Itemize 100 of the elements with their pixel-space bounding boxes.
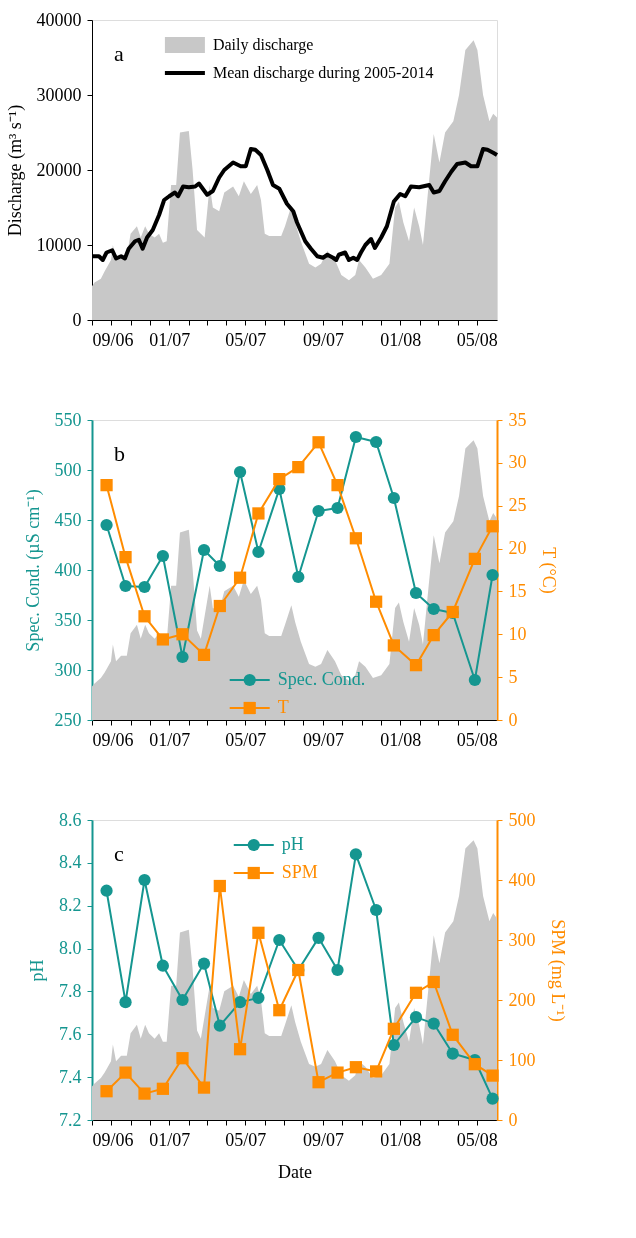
point: [156, 549, 169, 563]
point: [156, 959, 169, 972]
legend-label: T: [277, 697, 289, 717]
point: [370, 903, 383, 917]
point: [387, 1022, 400, 1035]
point: [349, 848, 363, 861]
x-tick-label: 09/07: [302, 329, 344, 350]
point: [213, 879, 226, 893]
point: [197, 957, 211, 970]
point: [273, 933, 286, 947]
point: [252, 991, 265, 1004]
point: [197, 1081, 211, 1094]
point: [446, 1047, 459, 1060]
point: [486, 520, 499, 533]
y-tick-label: 40000: [36, 9, 82, 30]
point: [409, 1011, 423, 1024]
point: [119, 579, 132, 593]
y-tick-label: 300: [54, 659, 82, 680]
point: [486, 1092, 499, 1105]
y-tick-label: 0: [72, 309, 82, 330]
point: [197, 543, 211, 557]
point: [100, 518, 113, 532]
point: [100, 884, 113, 897]
point: [273, 473, 286, 486]
point: [468, 1058, 481, 1071]
y-tick-label: 7.6: [59, 1023, 82, 1044]
point: [486, 568, 499, 582]
y2-axis-title: T (°C): [537, 547, 559, 594]
point: [176, 1052, 189, 1065]
point: [119, 551, 132, 564]
point: [370, 435, 383, 449]
y2-tick-label: 20: [508, 538, 527, 559]
y-tick-label: 8.4: [59, 852, 82, 873]
point: [409, 586, 423, 600]
point: [331, 501, 344, 515]
point: [138, 580, 151, 594]
y-tick-label: 10000: [36, 234, 82, 255]
y2-tick-label: 15: [508, 580, 527, 601]
y-tick-label: 7.8: [59, 980, 82, 1001]
y2-tick-label: 500: [508, 809, 536, 830]
point: [176, 650, 189, 664]
y-tick-label: 8.2: [59, 895, 82, 916]
point: [138, 873, 151, 887]
x-tick-label: 01/07: [149, 1129, 191, 1150]
x-tick-label: 01/07: [149, 729, 191, 750]
y-tick-label: 350: [54, 609, 82, 630]
point: [156, 633, 169, 646]
y2-tick-label: 5: [508, 666, 518, 687]
y-tick-label: 7.4: [59, 1066, 82, 1087]
point: [312, 504, 325, 518]
point: [446, 1028, 459, 1041]
point: [252, 507, 265, 520]
point: [331, 1066, 344, 1079]
x-tick-label: 01/08: [380, 729, 422, 750]
x-tick-label: 05/08: [456, 729, 498, 750]
y2-tick-label: 200: [508, 989, 536, 1010]
y-tick-label: 20000: [36, 159, 82, 180]
x-tick-label: 05/07: [225, 329, 267, 350]
x-tick-label: 01/07: [149, 329, 191, 350]
point: [312, 931, 325, 944]
point: [156, 1082, 169, 1095]
point: [468, 552, 481, 565]
x-tick-label: 05/07: [225, 729, 267, 750]
point: [138, 1087, 151, 1100]
point: [233, 1043, 247, 1056]
point: [292, 461, 305, 474]
point: [292, 570, 305, 584]
legend-label: Mean discharge during 2005-2014: [212, 64, 434, 82]
y-tick-label: 250: [54, 709, 82, 730]
point: [387, 491, 400, 505]
point: [349, 1061, 363, 1074]
point: [233, 465, 247, 479]
annotation: a: [114, 41, 124, 66]
point: [331, 963, 344, 977]
point: [176, 993, 189, 1007]
y-axis-title: Discharge (m³ s⁻¹): [4, 104, 26, 237]
x-tick-label: 05/08: [456, 329, 498, 350]
point: [427, 629, 440, 642]
point: [387, 1038, 400, 1052]
point: [409, 986, 423, 999]
y-axis-title: Spec. Cond. (µS cm⁻¹): [22, 489, 44, 652]
legend-label: SPM: [281, 862, 318, 882]
x-tick-label: 05/07: [225, 1129, 267, 1150]
point: [138, 610, 151, 623]
annotation: c: [114, 841, 124, 866]
legend-label: pH: [281, 834, 304, 854]
point: [331, 479, 344, 492]
x-tick-label: 01/08: [380, 329, 422, 350]
y-tick-label: 30000: [36, 84, 82, 105]
x-tick-label: 09/07: [302, 1129, 344, 1150]
point: [233, 996, 247, 1009]
y-tick-label: 400: [54, 559, 82, 580]
point: [176, 628, 189, 641]
y-axis-title: pH: [27, 959, 47, 982]
point: [370, 595, 383, 608]
x-tick-label: 05/08: [456, 1129, 498, 1150]
x-tick-label: 01/08: [380, 1129, 422, 1150]
x-tick-label: 09/06: [92, 329, 134, 350]
point: [486, 1069, 499, 1082]
y2-tick-label: 35: [508, 409, 527, 430]
